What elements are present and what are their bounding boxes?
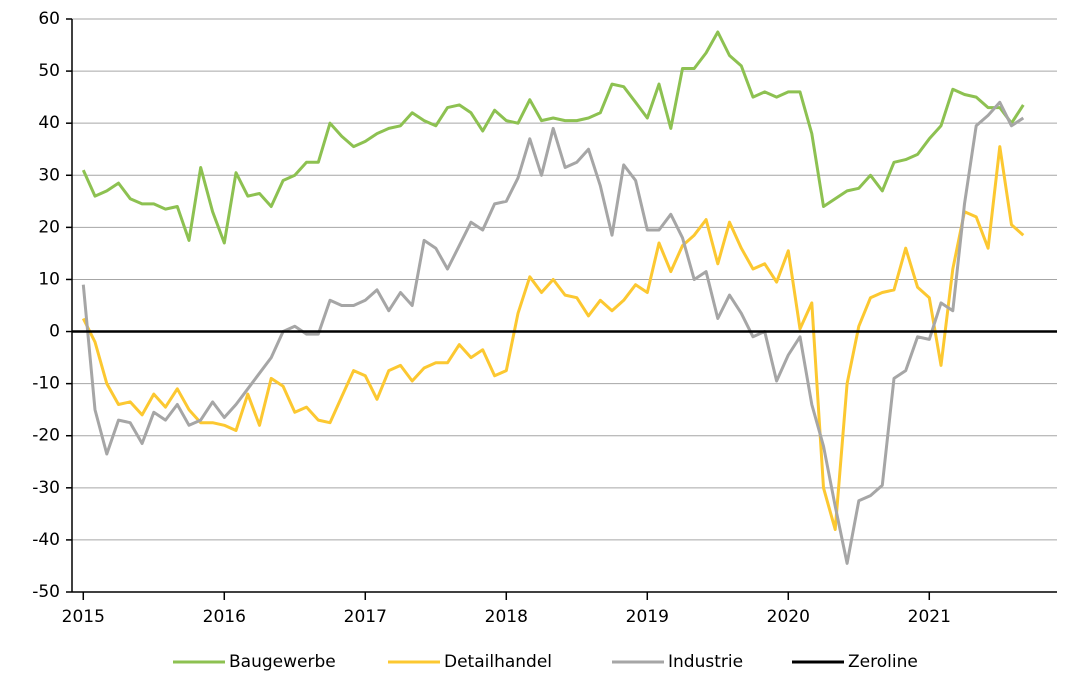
y-tick-label: 0	[49, 322, 60, 342]
y-tick-label: 10	[38, 269, 60, 289]
x-tick-label: 2020	[767, 607, 810, 627]
y-tick-label: 20	[38, 217, 60, 237]
x-tick-label: 2017	[344, 607, 387, 627]
y-tick-label: -30	[32, 478, 60, 498]
legend-label: Detailhandel	[444, 652, 552, 672]
y-tick-label: -20	[32, 426, 60, 446]
x-tick-label: 2019	[626, 607, 669, 627]
legend-label: Baugewerbe	[229, 652, 336, 672]
x-tick-label: 2021	[908, 607, 951, 627]
series-line	[81, 30, 1025, 245]
x-tick-label: 2016	[203, 607, 246, 627]
x-tick-label: 2018	[485, 607, 528, 627]
y-tick-label: 60	[38, 9, 60, 29]
x-tick-label: 2015	[62, 607, 105, 627]
y-tick-label: -50	[32, 582, 60, 602]
legend-label: Zeroline	[848, 652, 918, 672]
series-line	[81, 100, 1025, 565]
y-tick-label: 30	[38, 165, 60, 185]
y-tick-label: -10	[32, 374, 60, 394]
y-tick-label: 50	[38, 61, 60, 81]
y-tick-label: -40	[32, 530, 60, 550]
series-line	[81, 145, 1025, 531]
y-tick-label: 40	[38, 113, 60, 133]
legend-label: Industrie	[668, 652, 743, 672]
